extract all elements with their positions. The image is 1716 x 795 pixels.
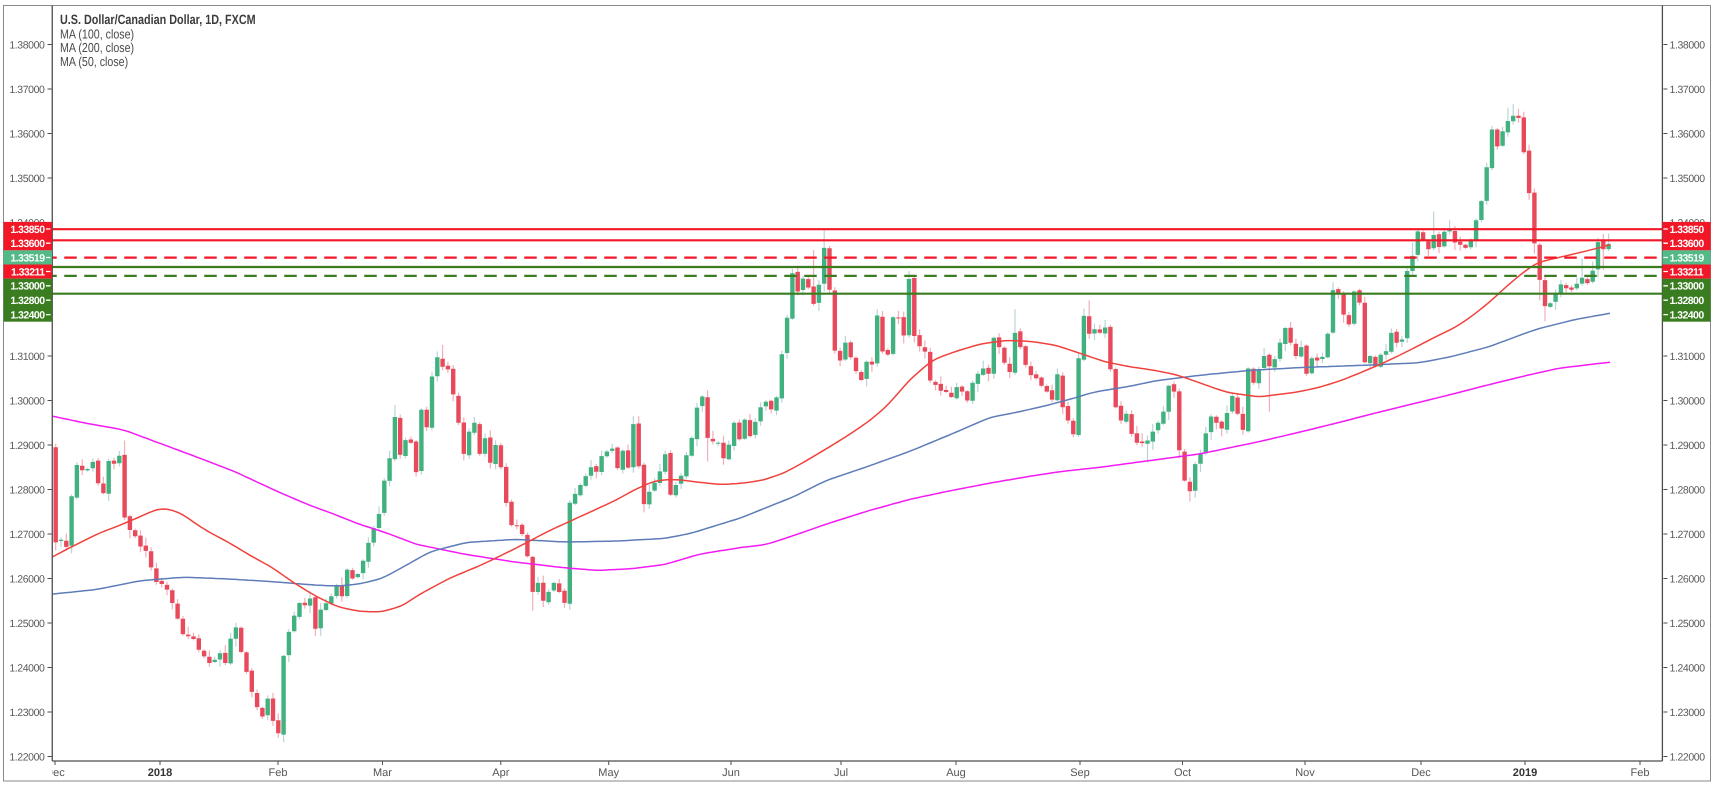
svg-text:1.36000: 1.36000 <box>9 128 45 140</box>
svg-text:1.24000: 1.24000 <box>1670 662 1706 674</box>
svg-text:1.33211: 1.33211 <box>1670 266 1704 278</box>
svg-text:1.37000: 1.37000 <box>9 84 45 96</box>
svg-text:1.33850: 1.33850 <box>1670 224 1705 236</box>
svg-text:Dec: Dec <box>1411 767 1431 779</box>
svg-text:2019: 2019 <box>1513 767 1537 779</box>
svg-text:Nov: Nov <box>1295 767 1315 779</box>
svg-text:1.30000: 1.30000 <box>1670 395 1706 407</box>
svg-text:1.24000: 1.24000 <box>9 662 45 674</box>
svg-text:1.25000: 1.25000 <box>1670 618 1706 630</box>
svg-text:1.29000: 1.29000 <box>1670 440 1706 452</box>
svg-text:1.38000: 1.38000 <box>9 39 45 51</box>
svg-text:Mar: Mar <box>373 767 392 779</box>
svg-text:1.38000: 1.38000 <box>1670 39 1706 51</box>
svg-text:Feb: Feb <box>1631 767 1650 779</box>
svg-text:1.33000: 1.33000 <box>10 281 45 293</box>
svg-text:1.28000: 1.28000 <box>1670 484 1706 496</box>
svg-text:1.33519: 1.33519 <box>10 252 45 264</box>
svg-text:1.32400: 1.32400 <box>10 309 45 321</box>
svg-text:1.35000: 1.35000 <box>1670 173 1706 185</box>
svg-text:1.33850: 1.33850 <box>10 224 45 236</box>
svg-text:Aug: Aug <box>946 767 966 779</box>
svg-text:1.30000: 1.30000 <box>9 395 45 407</box>
svg-text:1.32400: 1.32400 <box>1670 309 1705 321</box>
svg-text:1.32800: 1.32800 <box>1670 295 1705 307</box>
svg-text:1.35000: 1.35000 <box>9 173 45 185</box>
svg-text:May: May <box>598 767 619 779</box>
svg-text:MA (100, close): MA (100, close) <box>60 27 134 42</box>
svg-text:1.31000: 1.31000 <box>9 351 45 363</box>
svg-text:1.33600: 1.33600 <box>1670 238 1705 250</box>
svg-text:1.33211: 1.33211 <box>11 266 45 278</box>
svg-text:Dec: Dec <box>45 767 65 779</box>
svg-text:Jul: Jul <box>834 767 848 779</box>
svg-text:MA (50, close): MA (50, close) <box>60 54 128 69</box>
svg-text:U.S. Dollar/Canadian Dollar, 1: U.S. Dollar/Canadian Dollar, 1D, FXCM <box>60 12 256 27</box>
svg-text:1.33000: 1.33000 <box>1670 281 1705 293</box>
svg-text:1.22000: 1.22000 <box>1670 751 1706 763</box>
svg-text:1.33519: 1.33519 <box>1670 252 1705 264</box>
svg-text:Oct: Oct <box>1174 767 1191 779</box>
svg-text:Jun: Jun <box>722 767 740 779</box>
svg-text:1.22000: 1.22000 <box>9 751 45 763</box>
svg-text:1.26000: 1.26000 <box>9 573 45 585</box>
svg-text:1.32800: 1.32800 <box>10 295 45 307</box>
svg-text:1.26000: 1.26000 <box>1670 573 1706 585</box>
svg-text:2018: 2018 <box>148 767 172 779</box>
svg-text:1.27000: 1.27000 <box>9 529 45 541</box>
svg-text:1.27000: 1.27000 <box>1670 529 1706 541</box>
svg-text:1.23000: 1.23000 <box>1670 707 1706 719</box>
svg-text:1.28000: 1.28000 <box>9 484 45 496</box>
svg-text:1.29000: 1.29000 <box>9 440 45 452</box>
svg-text:Apr: Apr <box>492 767 509 779</box>
svg-text:1.36000: 1.36000 <box>1670 128 1706 140</box>
svg-text:1.25000: 1.25000 <box>9 618 45 630</box>
svg-text:1.31000: 1.31000 <box>1670 351 1706 363</box>
svg-text:Sep: Sep <box>1070 767 1090 779</box>
svg-text:MA (200, close): MA (200, close) <box>60 40 134 55</box>
svg-text:Feb: Feb <box>269 767 288 779</box>
svg-text:1.33600: 1.33600 <box>10 238 45 250</box>
svg-text:1.37000: 1.37000 <box>1670 84 1706 96</box>
svg-text:1.23000: 1.23000 <box>9 707 45 719</box>
